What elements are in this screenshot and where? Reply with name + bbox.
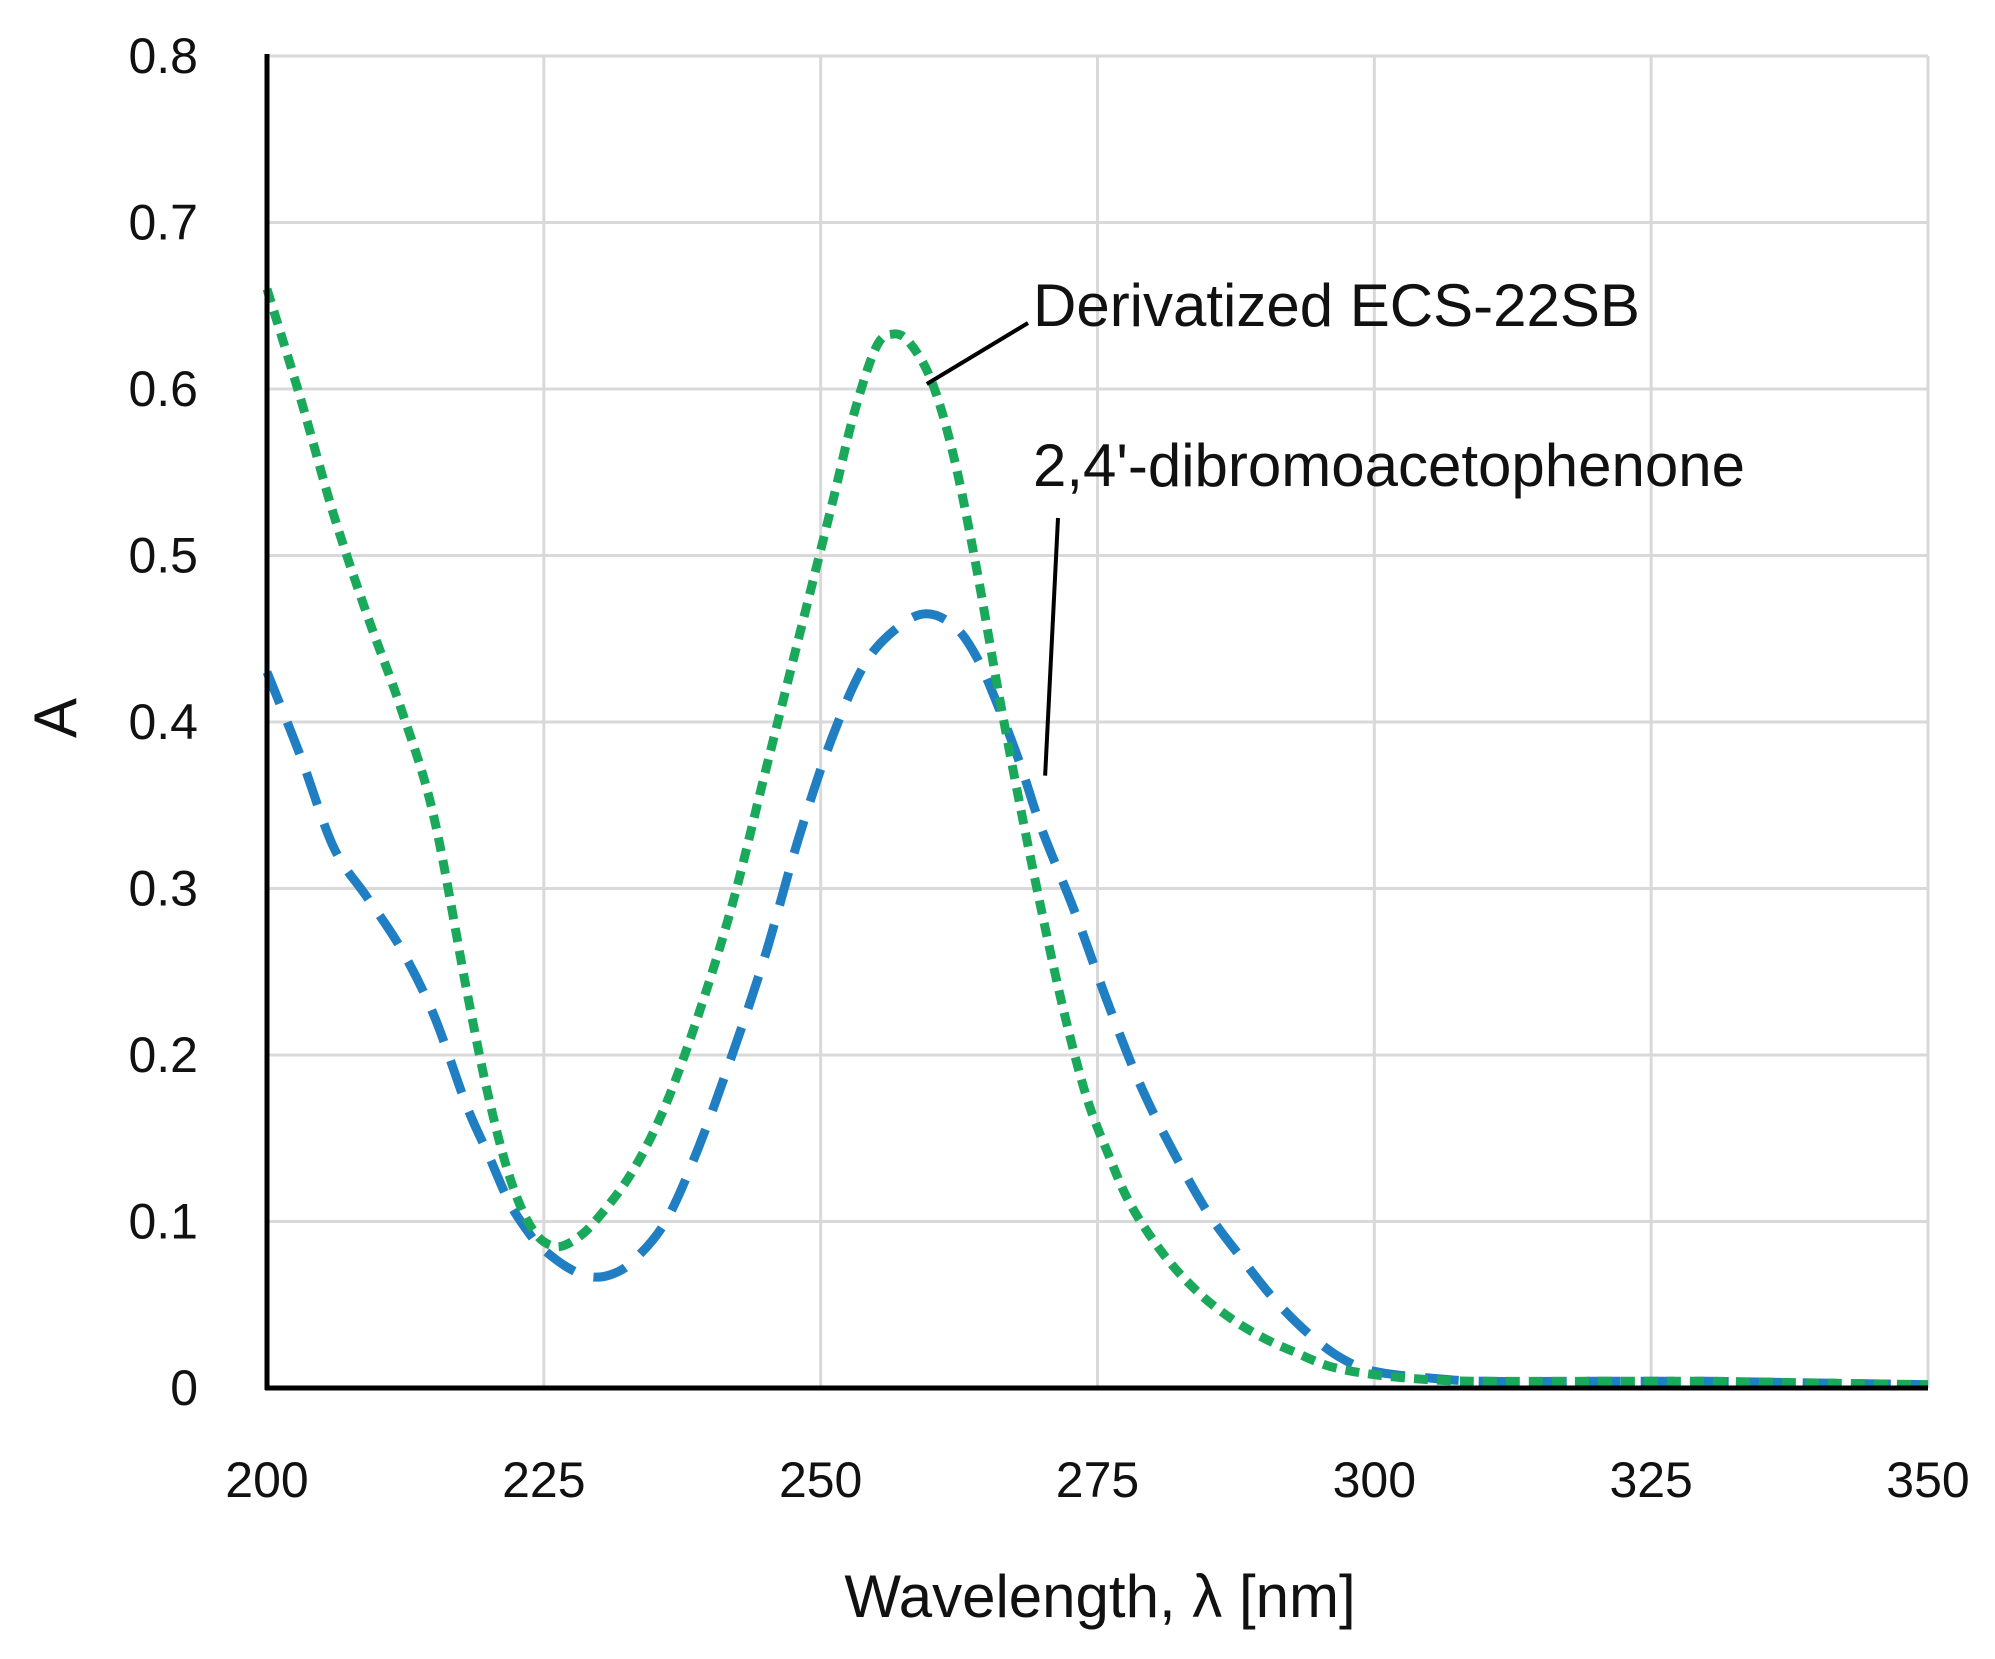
x-tick-label: 300	[1333, 1452, 1416, 1508]
x-tick-label: 325	[1609, 1452, 1692, 1508]
y-tick-label: 0	[170, 1360, 198, 1416]
series-layer	[262, 287, 1929, 1390]
tick-labels: 0 0.1 0.2 0.3 0.4 0.5 0.6 0.7 0.8 200 225 250 275 300…	[128, 28, 1969, 1508]
grid	[267, 54, 1930, 1388]
y-tick-label: 0.8	[128, 28, 198, 84]
axes	[264, 54, 1928, 1391]
x-tick-label: 350	[1886, 1452, 1969, 1508]
x-tick-label: 225	[502, 1452, 585, 1508]
annotation-leader-derivatized-ecs-22sb	[925, 321, 1030, 386]
x-tick-label: 275	[1056, 1452, 1139, 1508]
series-line-derivatized-ecs-22sb	[262, 287, 1929, 1390]
y-tick-label: 0.1	[128, 1194, 198, 1250]
x-tick-label: 200	[225, 1452, 308, 1508]
x-tick-label: 250	[779, 1452, 862, 1508]
series-line-dibromoacetophenone	[262, 609, 1929, 1390]
y-tick-label: 0.7	[128, 195, 198, 251]
y-axis-title: A	[22, 698, 89, 738]
y-tick-label: 0.3	[128, 861, 198, 917]
annotation-label-derivatized-ecs-22sb: Derivatized ECS-22SB	[1033, 272, 1640, 339]
y-tick-label: 0.6	[128, 361, 198, 417]
annotation-leader-dibromoacetophenone	[1043, 517, 1060, 776]
x-axis-title: Wavelength, λ [nm]	[844, 1563, 1355, 1630]
annotation-label-dibromoacetophenone: 2,4'-dibromoacetophenone	[1033, 432, 1745, 499]
y-tick-label: 0.4	[128, 694, 198, 750]
y-tick-label: 0.2	[128, 1027, 198, 1083]
y-tick-label: 0.5	[128, 528, 198, 584]
annotation-layer: Derivatized ECS-22SB 2,4'-dibromoacetophe…	[925, 272, 1745, 776]
